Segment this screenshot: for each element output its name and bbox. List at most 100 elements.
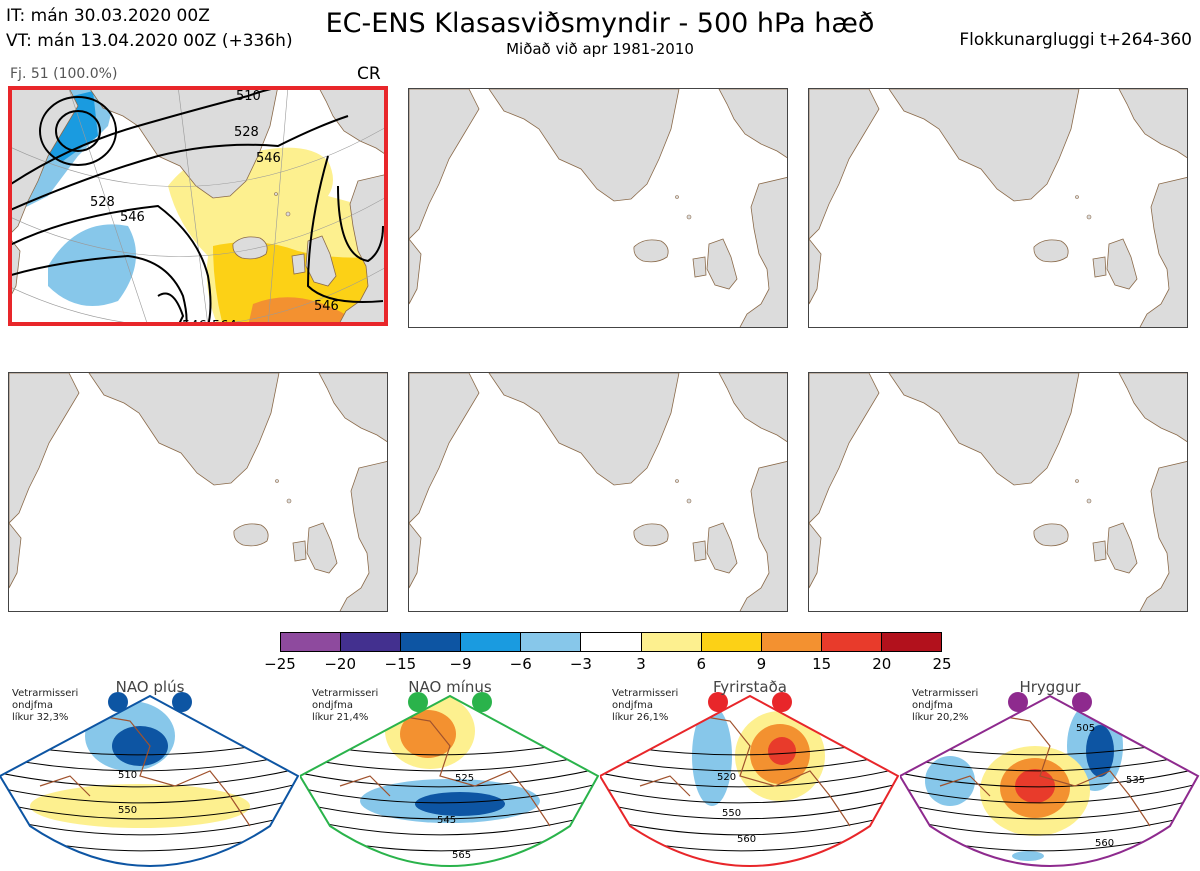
colorbar-swatch bbox=[461, 633, 522, 651]
regime-contour-label: 560 bbox=[737, 834, 756, 845]
regime-name: NAO mínus bbox=[408, 678, 492, 696]
regime-name: Fyrirstaða bbox=[713, 678, 787, 696]
colorbar-tick-label: −3 bbox=[569, 655, 592, 673]
colorbar-swatch bbox=[341, 633, 402, 651]
map-land bbox=[809, 373, 1187, 611]
cluster-map-panel-2[interactable] bbox=[408, 88, 788, 328]
regime-contour-label: 560 bbox=[1095, 838, 1114, 849]
colorbar-swatch bbox=[701, 633, 762, 651]
cluster-map-panel-3[interactable] bbox=[808, 88, 1188, 328]
valid-time: VT: mán 13.04.2020 00Z (+336h) bbox=[6, 31, 293, 51]
regime-marker-dot bbox=[1072, 692, 1092, 712]
map-land bbox=[409, 89, 787, 327]
colorbar-tick-label: −15 bbox=[384, 655, 417, 673]
anomaly-shading bbox=[1015, 769, 1055, 803]
regime-name: Hryggur bbox=[1019, 678, 1081, 696]
height-contour bbox=[600, 855, 898, 866]
anomaly-shading bbox=[1012, 851, 1044, 861]
height-contour bbox=[0, 780, 298, 804]
colorbar-tick-label: −6 bbox=[509, 655, 532, 673]
coastline bbox=[339, 715, 551, 827]
regime-map: 505 535 560 bbox=[900, 692, 1200, 867]
colorbar-swatch bbox=[521, 633, 582, 651]
cluster-map-panel-5[interactable] bbox=[408, 372, 788, 612]
height-contour bbox=[300, 855, 598, 866]
regime-name: NAO plús bbox=[115, 678, 185, 696]
regime-contour-label: 525 bbox=[455, 773, 474, 784]
colorbar-swatch bbox=[401, 633, 462, 651]
colorbar-ticks: −25 −20 −15 −9 −6 −3 3 6 9 15 20 25 bbox=[264, 655, 951, 675]
negative-anomaly-area bbox=[48, 224, 136, 306]
height-contour bbox=[900, 855, 1198, 866]
contour-label: 546 bbox=[256, 151, 281, 166]
positive-anomaly-core bbox=[248, 297, 348, 322]
height-contour bbox=[0, 825, 298, 852]
coastline bbox=[939, 715, 1151, 827]
page-title: EC-ENS Klasasviðsmyndir - 500 hPa hæð bbox=[325, 8, 875, 39]
regime-map: 525 545 565 bbox=[300, 692, 600, 867]
anomaly-shading bbox=[1086, 725, 1114, 777]
height-contour bbox=[900, 765, 1198, 788]
height-contour bbox=[900, 795, 1198, 820]
lat-lon-grid bbox=[12, 90, 384, 322]
contour-label: 528 bbox=[234, 125, 259, 140]
height-contour bbox=[600, 780, 898, 804]
height-contour bbox=[0, 765, 298, 788]
height-contour bbox=[0, 840, 298, 866]
colorbar-swatch bbox=[881, 633, 942, 651]
classification-window: Flokkunargluggi t+264-360 bbox=[959, 30, 1192, 50]
cluster-map-panel-4[interactable] bbox=[8, 372, 388, 612]
coastline bbox=[39, 715, 251, 827]
colorbar-swatch bbox=[821, 633, 882, 651]
page-subtitle: Miðað við apr 1981-2010 bbox=[506, 40, 694, 58]
regime-panel-nao-minus: 525 545 565 NAO mínus Vetrarmisseri ondjfm… bbox=[300, 676, 600, 871]
cluster-map-panel-6[interactable] bbox=[808, 372, 1188, 612]
regime-contour-label: 535 bbox=[1126, 775, 1145, 786]
anomaly-shading bbox=[768, 737, 796, 765]
colorbar-swatch bbox=[581, 633, 642, 651]
header-times: IT: mán 30.03.2020 00Z VT: mán 13.04.202… bbox=[6, 4, 293, 54]
regime-description: Vetrarmisseri ondjfma líkur 20,2% bbox=[912, 688, 979, 723]
colorbar-tick-label: 25 bbox=[932, 655, 952, 673]
regime-description: Vetrarmisseri ondjfma líkur 32,3% bbox=[12, 688, 79, 723]
height-contours bbox=[12, 90, 384, 322]
height-contour bbox=[0, 855, 298, 866]
regime-border bbox=[0, 694, 300, 867]
positive-anomaly-area bbox=[213, 242, 383, 322]
regime-map: 520 550 560 bbox=[600, 692, 900, 867]
regime-description: Vetrarmisseri ondjfma líkur 21,4% bbox=[312, 688, 379, 723]
colorbar-tick-label: 6 bbox=[696, 655, 707, 673]
height-contour bbox=[600, 765, 898, 788]
height-contour bbox=[300, 840, 598, 866]
regime-contour-label: 545 bbox=[437, 815, 456, 826]
height-contour bbox=[900, 780, 1198, 804]
height-contour bbox=[300, 780, 598, 804]
anomaly-shading bbox=[692, 706, 732, 806]
colorbar bbox=[280, 632, 942, 652]
contour-label: 546 bbox=[182, 319, 207, 322]
class-code-label: CR bbox=[357, 64, 381, 84]
regime-contour-label: 520 bbox=[717, 772, 736, 783]
regime-panel-nao-plus: 510 550 NAO plús Vetrarmisseri ondjfma lí… bbox=[0, 676, 300, 871]
cluster-map-selected: 510 528 546 528 546 546 546 564 bbox=[12, 90, 384, 322]
regime-marker-dot bbox=[472, 692, 492, 712]
member-count-label: Fj. 51 (100.0%) bbox=[10, 66, 118, 82]
height-contour bbox=[300, 825, 598, 852]
anomaly-shading bbox=[112, 726, 168, 766]
colorbar-tick-label: 15 bbox=[812, 655, 832, 673]
regime-contour-label: 510 bbox=[118, 770, 137, 781]
colorbar-tick-label: 3 bbox=[636, 655, 646, 673]
map-land bbox=[409, 373, 787, 611]
regime-map: 510 550 bbox=[0, 692, 300, 867]
height-contour bbox=[300, 795, 598, 820]
height-contour bbox=[300, 765, 598, 788]
regime-contour-label: 505 bbox=[1076, 723, 1095, 734]
colorbar-swatch bbox=[641, 633, 702, 651]
colorbar-tick-label: −9 bbox=[449, 655, 472, 673]
contour-label: 546 bbox=[314, 299, 339, 314]
map-land bbox=[9, 373, 387, 611]
regime-description: Vetrarmisseri ondjfma líkur 26,1% bbox=[612, 688, 679, 723]
regime-border bbox=[600, 694, 900, 867]
height-contour bbox=[0, 795, 298, 820]
cluster-map-panel-selected[interactable]: 510 528 546 528 546 546 546 564 bbox=[8, 86, 388, 326]
